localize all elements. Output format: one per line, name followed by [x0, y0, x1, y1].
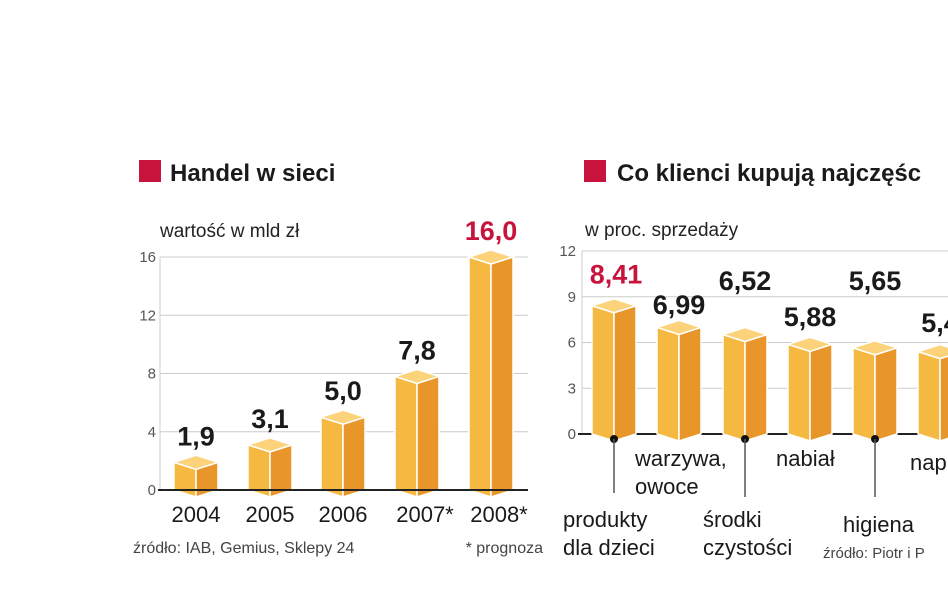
data-label: 5,0: [324, 376, 362, 406]
bar-front: [591, 304, 615, 443]
bar-top: [466, 249, 516, 265]
chart-handel-w-sieci: Handel w sieci wartość w mld zł 0 4 8 12 16 1…: [133, 160, 543, 557]
x-tick-label: warzywa,: [634, 446, 727, 471]
data-label: 6,52: [719, 266, 772, 296]
bar: [589, 297, 639, 443]
data-label: 16,0: [465, 216, 518, 246]
bar: [171, 454, 221, 499]
forecast-note: * prognoza: [466, 540, 543, 557]
x-tick-label: 2006: [319, 502, 368, 527]
bar: [245, 437, 295, 499]
bar-front: [787, 343, 811, 443]
bar-front: [468, 255, 492, 499]
bar-side: [416, 375, 440, 499]
data-label: 1,9: [177, 421, 215, 451]
bar-top: [171, 454, 221, 471]
x-tick-label: 2008*: [470, 502, 528, 527]
bar-side: [939, 355, 948, 443]
y-tick-label: 16: [139, 249, 156, 266]
data-label: 6,99: [653, 290, 706, 320]
x-tick-label: 2004: [172, 502, 221, 527]
bar: [720, 326, 770, 443]
y-tick-label: 9: [568, 289, 576, 306]
source-note: źródło: IAB, Gemius, Sklepy 24: [133, 540, 355, 557]
bar-top: [245, 437, 295, 453]
bar-side: [490, 255, 514, 499]
bar: [466, 249, 516, 499]
bar: [392, 368, 442, 499]
bar-side: [342, 416, 366, 499]
bar: [318, 409, 368, 499]
bar-top: [915, 343, 948, 360]
data-label: 3,1: [251, 404, 289, 434]
bar-top: [785, 336, 835, 353]
x-tick-label: dla dzieci: [563, 535, 655, 560]
data-label: 7,8: [398, 335, 436, 365]
x-tick-label: produkty: [563, 507, 647, 532]
source-note: źródło: Piotr i P: [823, 545, 925, 562]
y-tick-label: 0: [568, 426, 576, 443]
bar-top: [720, 326, 770, 343]
y-tick-label: 0: [148, 482, 156, 499]
title-marker: [584, 160, 606, 182]
chart-title: Handel w sieci: [170, 160, 335, 187]
bar-side: [744, 333, 768, 443]
bar-front: [722, 333, 746, 443]
bar: [654, 319, 704, 443]
bar-top: [850, 340, 900, 356]
bar-top: [654, 319, 704, 336]
y-tick-label: 6: [568, 335, 576, 352]
bar-front: [320, 416, 344, 499]
x-tick-label: 2005: [246, 502, 295, 527]
x-tick-label: nap: [910, 450, 947, 475]
bar-front: [852, 346, 876, 443]
data-label: 5,88: [784, 302, 837, 332]
bar: [850, 340, 900, 443]
bar: [785, 336, 835, 443]
data-label: 5,4: [921, 308, 948, 338]
data-label: 8,41: [590, 260, 643, 290]
x-tick-label: owoce: [635, 474, 699, 499]
y-tick-label: 3: [568, 380, 576, 397]
bar: [915, 343, 948, 443]
chart-co-klienci-kupuja: Co klienci kupują najczęśc w proc. sprze…: [559, 160, 948, 562]
title-marker: [139, 160, 161, 182]
bar-front: [394, 375, 418, 499]
bar-top: [392, 368, 442, 385]
chart-title: Co klienci kupują najczęśc: [617, 160, 921, 187]
bar-front: [917, 350, 941, 443]
y-tick-label: 4: [148, 424, 156, 441]
y-tick-label: 12: [139, 307, 156, 324]
bar-side: [874, 346, 898, 443]
bar-side: [809, 343, 833, 443]
x-tick-label: środki: [703, 507, 762, 532]
y-tick-label: 12: [559, 243, 576, 260]
y-axis-label: w proc. sprzedaży: [584, 220, 739, 241]
bar-top: [589, 297, 639, 314]
x-tick-label: czystości: [703, 535, 792, 560]
bar-front: [656, 326, 680, 443]
x-tick-label: 2007*: [396, 502, 454, 527]
y-axis-label: wartość w mld zł: [159, 221, 300, 242]
data-label: 5,65: [849, 266, 902, 296]
bar-top: [318, 409, 368, 425]
x-tick-label: nabiał: [776, 446, 835, 471]
y-tick-label: 8: [148, 366, 156, 383]
bar-side: [678, 326, 702, 443]
bar-side: [613, 304, 637, 443]
x-tick-label: higiena: [843, 512, 915, 537]
